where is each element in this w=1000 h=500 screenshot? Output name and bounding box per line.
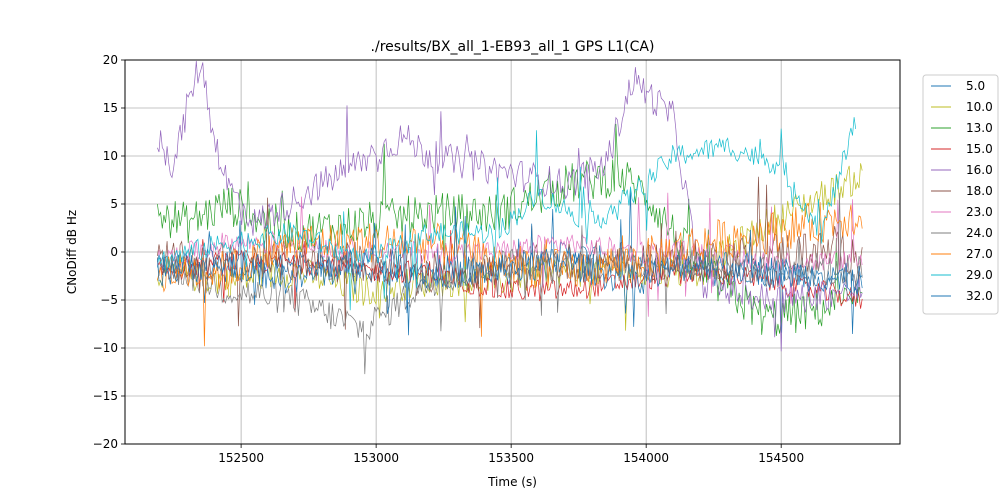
- series-line: [157, 123, 863, 336]
- legend-entry-label: 32.0: [966, 289, 993, 303]
- legend-entry-label: 29.0: [966, 268, 993, 282]
- legend-entry-label: 15.0: [966, 142, 993, 156]
- legend-entry-label: 5.0: [966, 79, 985, 93]
- y-tick-label: 10: [103, 149, 118, 163]
- legend-entry-label: 16.0: [966, 163, 993, 177]
- y-tick-label: −20: [93, 437, 118, 451]
- legend-entry-label: 23.0: [966, 205, 993, 219]
- x-axis-label: Time (s): [487, 475, 537, 489]
- y-tick-label: 20: [103, 53, 118, 67]
- legend: 5.0 10.0 13.0 15.0 16.0 18.0 23.0 24.0 27.0 29.0 3…: [922, 74, 999, 315]
- y-tick-label: −5: [100, 293, 118, 307]
- series-line: [157, 206, 863, 327]
- legend-entry-label: 24.0: [966, 226, 993, 240]
- series-line: [157, 201, 863, 347]
- legend-entry-label: 10.0: [966, 100, 993, 114]
- x-ticks: 152500 153000 153500 154000 154500: [218, 444, 804, 465]
- legend-entry-label: 13.0: [966, 121, 993, 135]
- plot-area: [157, 60, 863, 375]
- y-axis-label: CNoDiff dB Hz: [65, 210, 79, 294]
- legend-entry-label: 27.0: [966, 247, 993, 261]
- x-tick-label: 154000: [623, 451, 669, 465]
- y-tick-label: 5: [110, 197, 118, 211]
- y-ticks: −20 −15 −10 −5 0 5 10 15 20: [93, 53, 125, 451]
- chart-title: ./results/BX_all_1-EB93_all_1 GPS L1(CA): [371, 39, 655, 55]
- y-tick-label: −10: [93, 341, 118, 355]
- y-tick-label: 15: [103, 101, 118, 115]
- y-tick-label: 0: [110, 245, 118, 259]
- legend-entry-label: 18.0: [966, 184, 993, 198]
- x-tick-label: 152500: [218, 451, 264, 465]
- x-tick-label: 154500: [758, 451, 804, 465]
- series-line: [157, 192, 863, 375]
- y-tick-label: −15: [93, 389, 118, 403]
- series-line: [157, 117, 857, 311]
- x-tick-label: 153500: [488, 451, 534, 465]
- x-tick-label: 153000: [353, 451, 399, 465]
